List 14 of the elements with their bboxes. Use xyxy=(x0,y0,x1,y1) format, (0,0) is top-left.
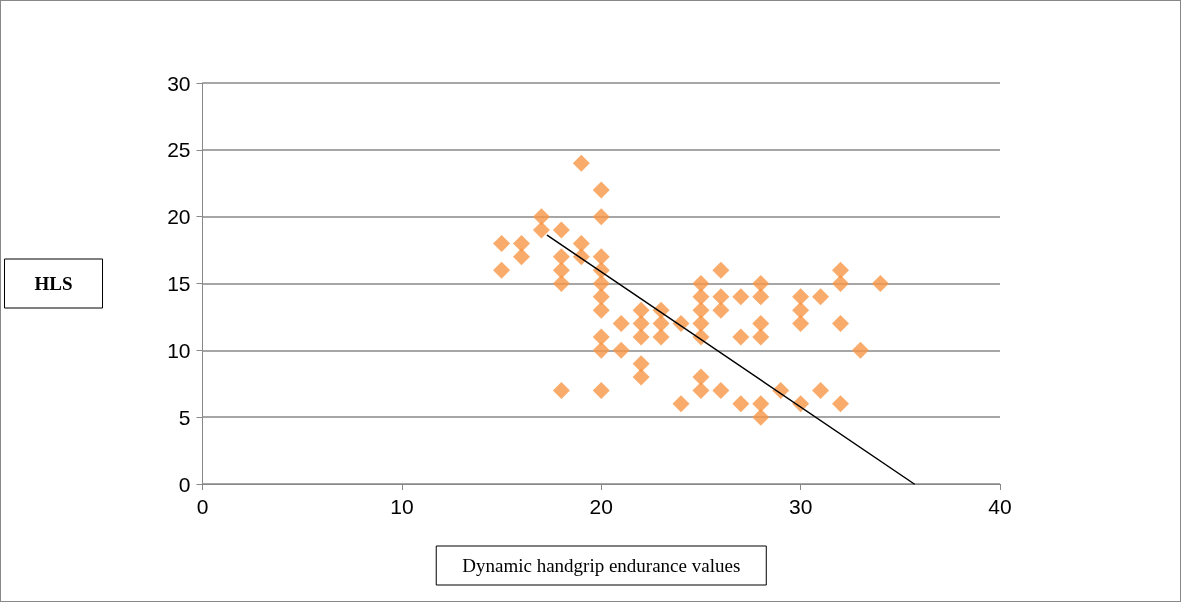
y-tick-label: 15 xyxy=(167,272,191,295)
x-tick-label: 20 xyxy=(589,495,613,518)
y-tick-label: 5 xyxy=(178,405,191,429)
y-tick-label: 10 xyxy=(167,338,191,362)
y-tick-label: 20 xyxy=(167,205,191,229)
y-tick-label: 25 xyxy=(167,138,191,162)
y-tick-label: 30 xyxy=(167,71,191,95)
x-tick-label: 10 xyxy=(390,495,414,518)
y-axis-title: HLS xyxy=(34,273,73,294)
x-tick-label: 40 xyxy=(988,495,1012,518)
x-axis-title: Dynamic handgrip endurance values xyxy=(462,555,741,576)
x-tick-label: 30 xyxy=(788,495,813,518)
y-tick-label: 0 xyxy=(178,472,191,496)
x-tick-label: 0 xyxy=(196,495,209,518)
